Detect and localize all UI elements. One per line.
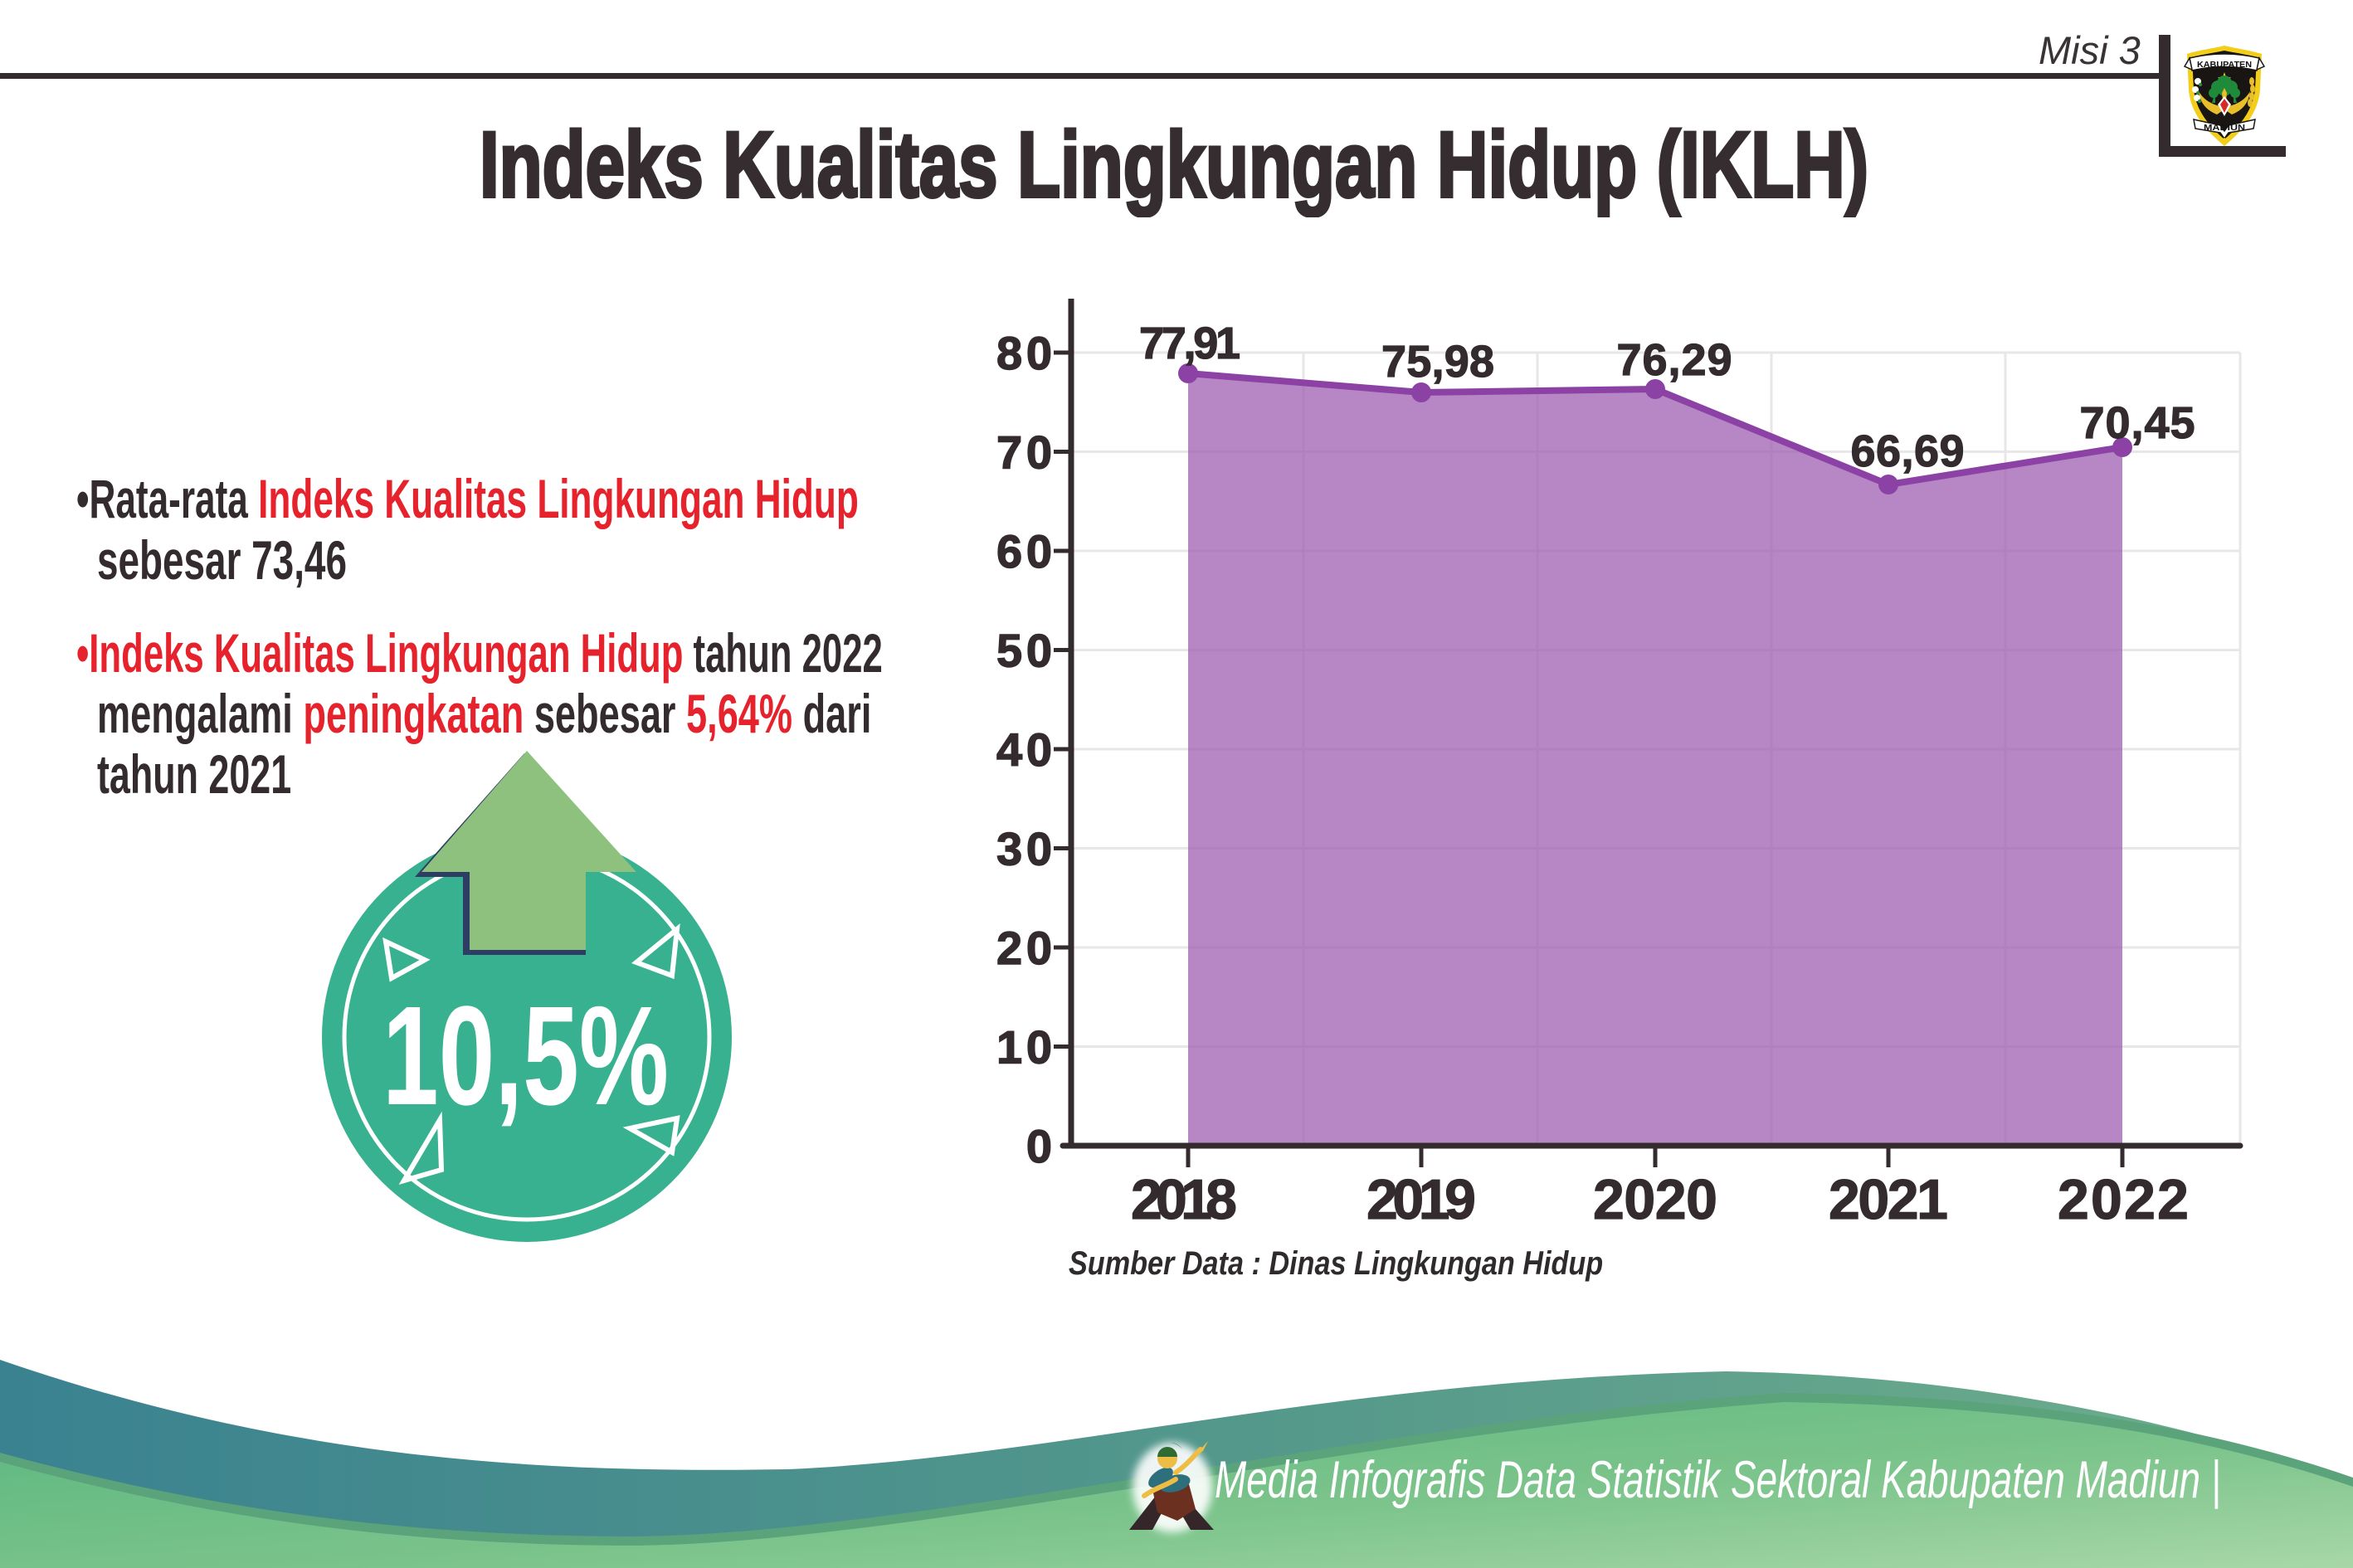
svg-text:77,91: 77,91: [1139, 319, 1240, 368]
svg-text:2022: 2022: [2058, 1168, 2189, 1231]
svg-text:0: 0: [1026, 1120, 1052, 1172]
svg-text:50: 50: [996, 625, 1052, 677]
svg-text:76,29: 76,29: [1617, 335, 1732, 385]
svg-text:MADIUN: MADIUN: [2204, 124, 2245, 133]
svg-text:75,98: 75,98: [1381, 337, 1494, 387]
svg-text:40: 40: [996, 723, 1052, 776]
svg-text:66,69: 66,69: [1851, 426, 1965, 476]
svg-text:2019: 2019: [1366, 1168, 1476, 1231]
svg-text:10: 10: [996, 1021, 1052, 1074]
svg-text:KABUPATEN: KABUPATEN: [2197, 61, 2252, 70]
svg-text:30: 30: [996, 823, 1052, 875]
svg-text:10,5%: 10,5%: [382, 977, 669, 1135]
svg-text:2020: 2020: [1593, 1168, 1717, 1231]
svg-text:20: 20: [996, 922, 1052, 974]
svg-text:70,45: 70,45: [2080, 398, 2195, 448]
svg-text:80: 80: [996, 327, 1052, 379]
svg-text:2021: 2021: [1829, 1168, 1948, 1231]
svg-text:60: 60: [996, 525, 1052, 577]
svg-text:2018: 2018: [1131, 1168, 1237, 1231]
svg-text:70: 70: [996, 426, 1052, 479]
